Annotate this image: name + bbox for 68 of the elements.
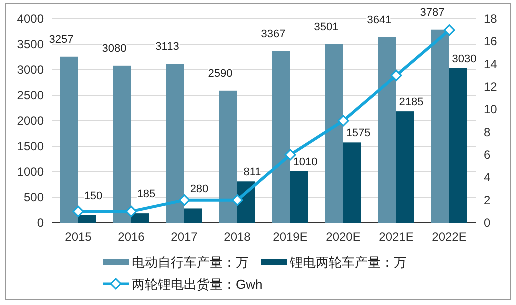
data-label: 3080 bbox=[102, 42, 127, 55]
point bbox=[390, 70, 402, 82]
legend-label: 电动自行车产量：万 bbox=[132, 255, 249, 270]
y-tick-label: 3000 bbox=[17, 63, 44, 77]
bar bbox=[114, 66, 132, 223]
y2-tick-label: 4 bbox=[484, 170, 491, 185]
bar bbox=[166, 64, 184, 223]
bar bbox=[326, 44, 344, 223]
bar bbox=[184, 208, 202, 223]
point bbox=[72, 206, 84, 218]
legend-label: 锂电两轮车产量：万 bbox=[289, 255, 407, 270]
x-tick-label: 2015 bbox=[65, 230, 92, 244]
data-label: 2185 bbox=[399, 96, 424, 109]
y-tick-label: 4000 bbox=[17, 12, 44, 26]
data-label: 3367 bbox=[261, 28, 286, 40]
x-tick-label: 2016 bbox=[118, 230, 146, 244]
y-tick-label: 3500 bbox=[17, 38, 44, 52]
x-tick-label: 2021E bbox=[379, 230, 414, 244]
y2-tick-label: 16 bbox=[484, 34, 498, 49]
x-tick-label: 2019E bbox=[273, 230, 308, 244]
y-tick-label: 2500 bbox=[17, 88, 44, 102]
y2-tick-label: 10 bbox=[484, 102, 498, 117]
x-tick-label: 2022E bbox=[432, 230, 467, 244]
data-label: 3113 bbox=[156, 41, 180, 54]
bar bbox=[432, 30, 450, 223]
data-label: 811 bbox=[244, 166, 262, 179]
bar bbox=[378, 37, 396, 223]
y2-tick-label: 8 bbox=[484, 125, 491, 140]
y-tick-label: 500 bbox=[24, 190, 44, 204]
point bbox=[126, 206, 138, 218]
bar bbox=[450, 68, 468, 223]
y-tick-label: 2000 bbox=[17, 114, 44, 128]
x-tick-label: 2017 bbox=[171, 230, 198, 244]
data-label: 185 bbox=[137, 188, 156, 201]
y2-tick-label: 6 bbox=[484, 148, 491, 162]
bar bbox=[272, 51, 290, 223]
bar bbox=[290, 171, 308, 223]
data-label: 1010 bbox=[293, 156, 318, 168]
point bbox=[338, 115, 350, 127]
x-tick-label: 2018 bbox=[224, 230, 252, 244]
y-tick-label: 1500 bbox=[17, 140, 44, 154]
point bbox=[232, 194, 244, 206]
y2-tick-label: 14 bbox=[484, 57, 498, 72]
bar bbox=[396, 112, 414, 223]
data-label: 3787 bbox=[420, 6, 445, 19]
y2-tick-label: 12 bbox=[484, 80, 498, 94]
data-label: 150 bbox=[84, 190, 103, 202]
y2-tick-label: 2 bbox=[484, 193, 491, 208]
data-label: 3257 bbox=[49, 34, 74, 46]
y-tick-label: 1000 bbox=[17, 165, 44, 179]
y-tick-label: 0 bbox=[37, 216, 44, 230]
data-label: 3641 bbox=[367, 14, 392, 26]
data-label: 3030 bbox=[452, 53, 477, 66]
bar bbox=[344, 142, 362, 223]
data-label: 2590 bbox=[208, 68, 233, 80]
bar bbox=[60, 56, 78, 223]
bar bbox=[220, 90, 238, 223]
y2-tick-label: 18 bbox=[484, 12, 498, 26]
legend-label: 两轮锂电出货量：Gwh bbox=[132, 277, 263, 292]
bar bbox=[132, 214, 150, 223]
data-label: 3501 bbox=[314, 21, 339, 34]
point bbox=[444, 24, 456, 36]
data-label: 280 bbox=[190, 184, 209, 196]
y2-tick-label: 0 bbox=[484, 216, 491, 230]
point bbox=[178, 194, 190, 206]
x-tick-label: 2020E bbox=[326, 230, 361, 244]
bar bbox=[78, 215, 96, 223]
data-label: 1575 bbox=[346, 128, 371, 140]
